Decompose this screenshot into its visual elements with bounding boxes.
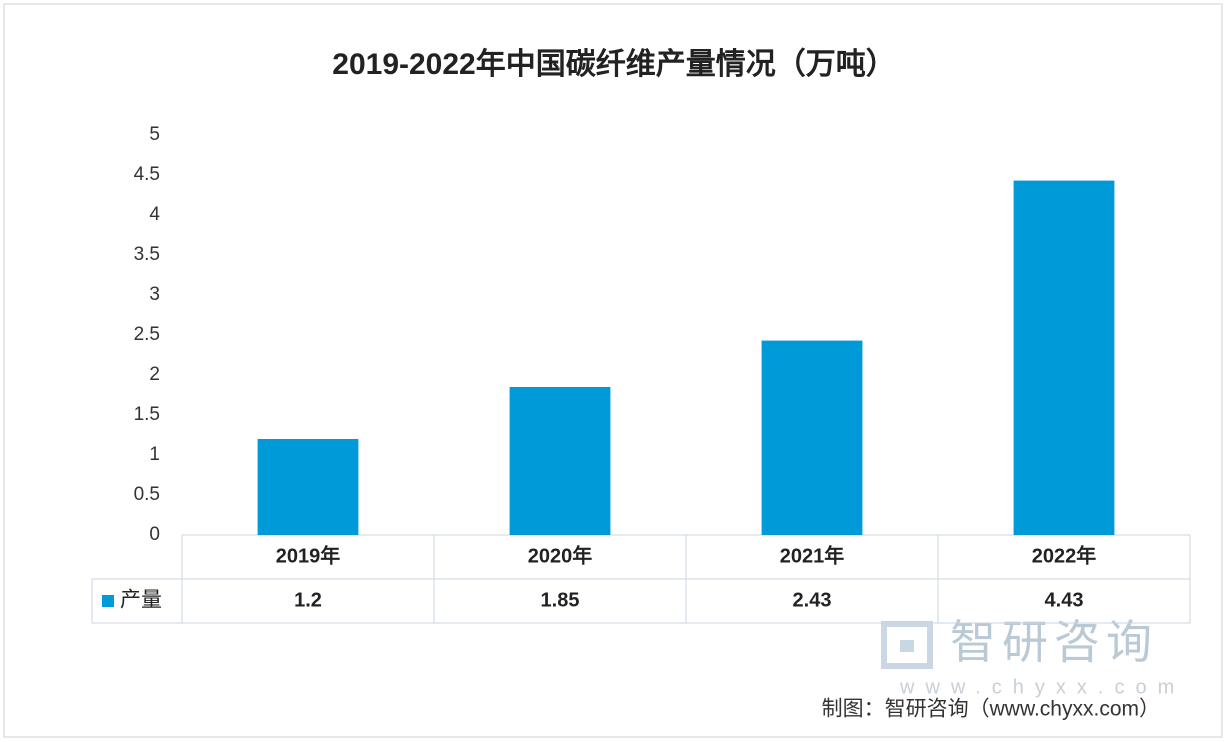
legend-label: 产量 <box>120 589 162 612</box>
y-tick-label: 0.5 <box>134 484 160 505</box>
y-tick-label: 2.5 <box>134 324 160 345</box>
y-tick-label: 1.5 <box>134 404 160 425</box>
table-value: 1.85 <box>541 589 580 611</box>
y-tick-label: 3 <box>149 284 160 305</box>
bar <box>257 439 359 535</box>
x-tick-label: 2022年 <box>1032 543 1097 567</box>
y-tick-label: 0 <box>149 524 160 545</box>
watermark-url: www.chyxx.com <box>899 676 1185 698</box>
table-value: 1.2 <box>294 589 322 611</box>
legend-swatch <box>102 595 114 607</box>
y-tick-label: 3.5 <box>134 244 160 265</box>
x-tick-label: 2021年 <box>780 543 845 567</box>
watermark: 智研咨询 <box>950 616 1158 668</box>
frame <box>3 3 1223 738</box>
y-tick-label: 4.5 <box>134 164 160 185</box>
bar <box>1013 180 1115 535</box>
watermark-logo <box>881 621 933 669</box>
table-value: 4.43 <box>1045 589 1084 611</box>
bar <box>761 340 863 535</box>
y-tick-label: 4 <box>149 204 160 225</box>
y-tick-label: 2 <box>149 364 160 385</box>
y-tick-label: 5 <box>149 124 160 145</box>
source-note: 制图：智研咨询（www.chyxx.com） <box>822 698 1160 721</box>
x-tick-label: 2020年 <box>528 543 593 567</box>
table-value: 2.43 <box>793 589 832 611</box>
y-tick-label: 1 <box>149 444 160 465</box>
chart-title: 2019-2022年中国碳纤维产量情况（万吨） <box>332 47 895 81</box>
x-tick-label: 2019年 <box>276 543 341 567</box>
bar <box>509 387 611 535</box>
